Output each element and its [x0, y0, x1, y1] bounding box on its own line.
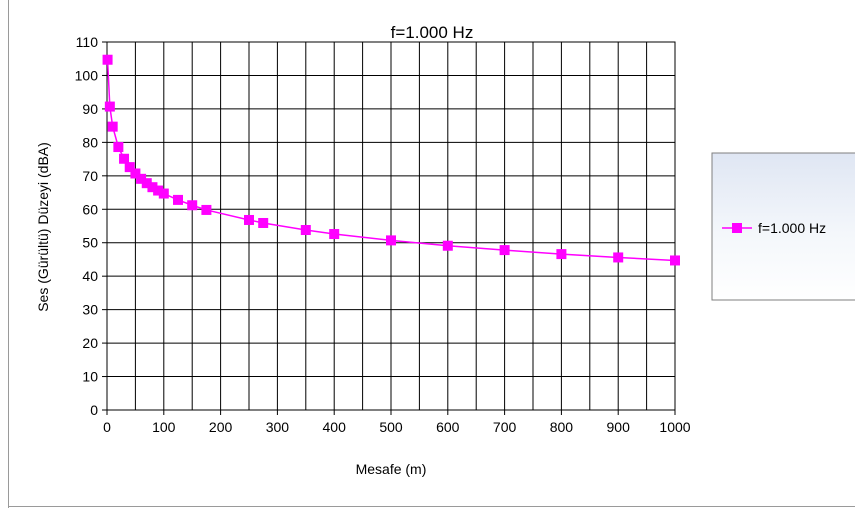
x-tick-label: 0	[103, 419, 111, 435]
data-point	[141, 178, 152, 189]
series-layer	[102, 54, 680, 266]
x-tick-label: 400	[323, 419, 347, 435]
x-tick-label: 1000	[659, 419, 690, 435]
y-tick-label: 20	[82, 335, 98, 351]
data-point	[124, 162, 135, 173]
chart-frame-left	[8, 0, 9, 508]
x-tick-label: 300	[266, 419, 290, 435]
data-point	[104, 101, 115, 112]
data-point	[102, 54, 113, 65]
x-tick-label: 700	[493, 419, 517, 435]
data-point	[556, 249, 567, 260]
data-point	[201, 204, 212, 215]
x-tick-label: 800	[550, 419, 574, 435]
y-tick-label: 30	[82, 302, 98, 318]
data-point	[613, 252, 624, 263]
data-point	[147, 182, 158, 193]
data-point	[107, 121, 118, 132]
x-tick-label: 200	[209, 419, 233, 435]
legend-marker	[732, 223, 742, 233]
x-tick-label: 900	[607, 419, 631, 435]
x-tick-label: 100	[152, 419, 176, 435]
grid-layer	[107, 42, 675, 410]
x-axis-label: Mesafe (m)	[356, 461, 427, 477]
data-point	[130, 168, 141, 179]
data-point	[499, 245, 510, 256]
data-point	[187, 200, 198, 211]
x-tick-label: 500	[379, 419, 403, 435]
chart-frame-bottom	[8, 506, 855, 507]
axis-layer: 0 100 200 300 400 500 600 700 800 900 1000 0 10 20 30 4…	[75, 34, 691, 435]
data-point	[173, 194, 183, 205]
data-point	[329, 229, 340, 240]
y-tick-label: 40	[82, 268, 98, 284]
data-point	[244, 214, 254, 225]
data-point	[258, 217, 269, 228]
y-tick-label: 90	[82, 101, 98, 117]
y-axis-label: Ses (Gürültü) Düzeyi (dBA)	[35, 142, 51, 312]
data-point	[300, 225, 311, 236]
y-tick-label: 70	[82, 168, 98, 184]
x-tick-label: 600	[436, 419, 460, 435]
data-point	[442, 240, 453, 251]
data-point	[153, 185, 164, 196]
y-tick-label: 60	[82, 201, 98, 217]
data-point	[386, 235, 396, 246]
data-point	[158, 188, 169, 199]
data-point	[136, 173, 147, 184]
y-tick-label: 80	[82, 134, 98, 150]
y-tick-label: 100	[75, 67, 99, 83]
legend: f=1.000 Hz	[711, 152, 855, 301]
y-tick-label: 0	[90, 402, 98, 418]
data-point	[113, 142, 124, 153]
chart-title: f=1.000 Hz	[391, 23, 474, 42]
y-tick-label: 50	[82, 235, 98, 251]
data-point	[670, 255, 680, 266]
legend-series-label: f=1.000 Hz	[758, 220, 826, 236]
y-tick-label: 10	[82, 369, 98, 385]
y-tick-label: 110	[76, 34, 99, 50]
data-point	[119, 153, 130, 164]
